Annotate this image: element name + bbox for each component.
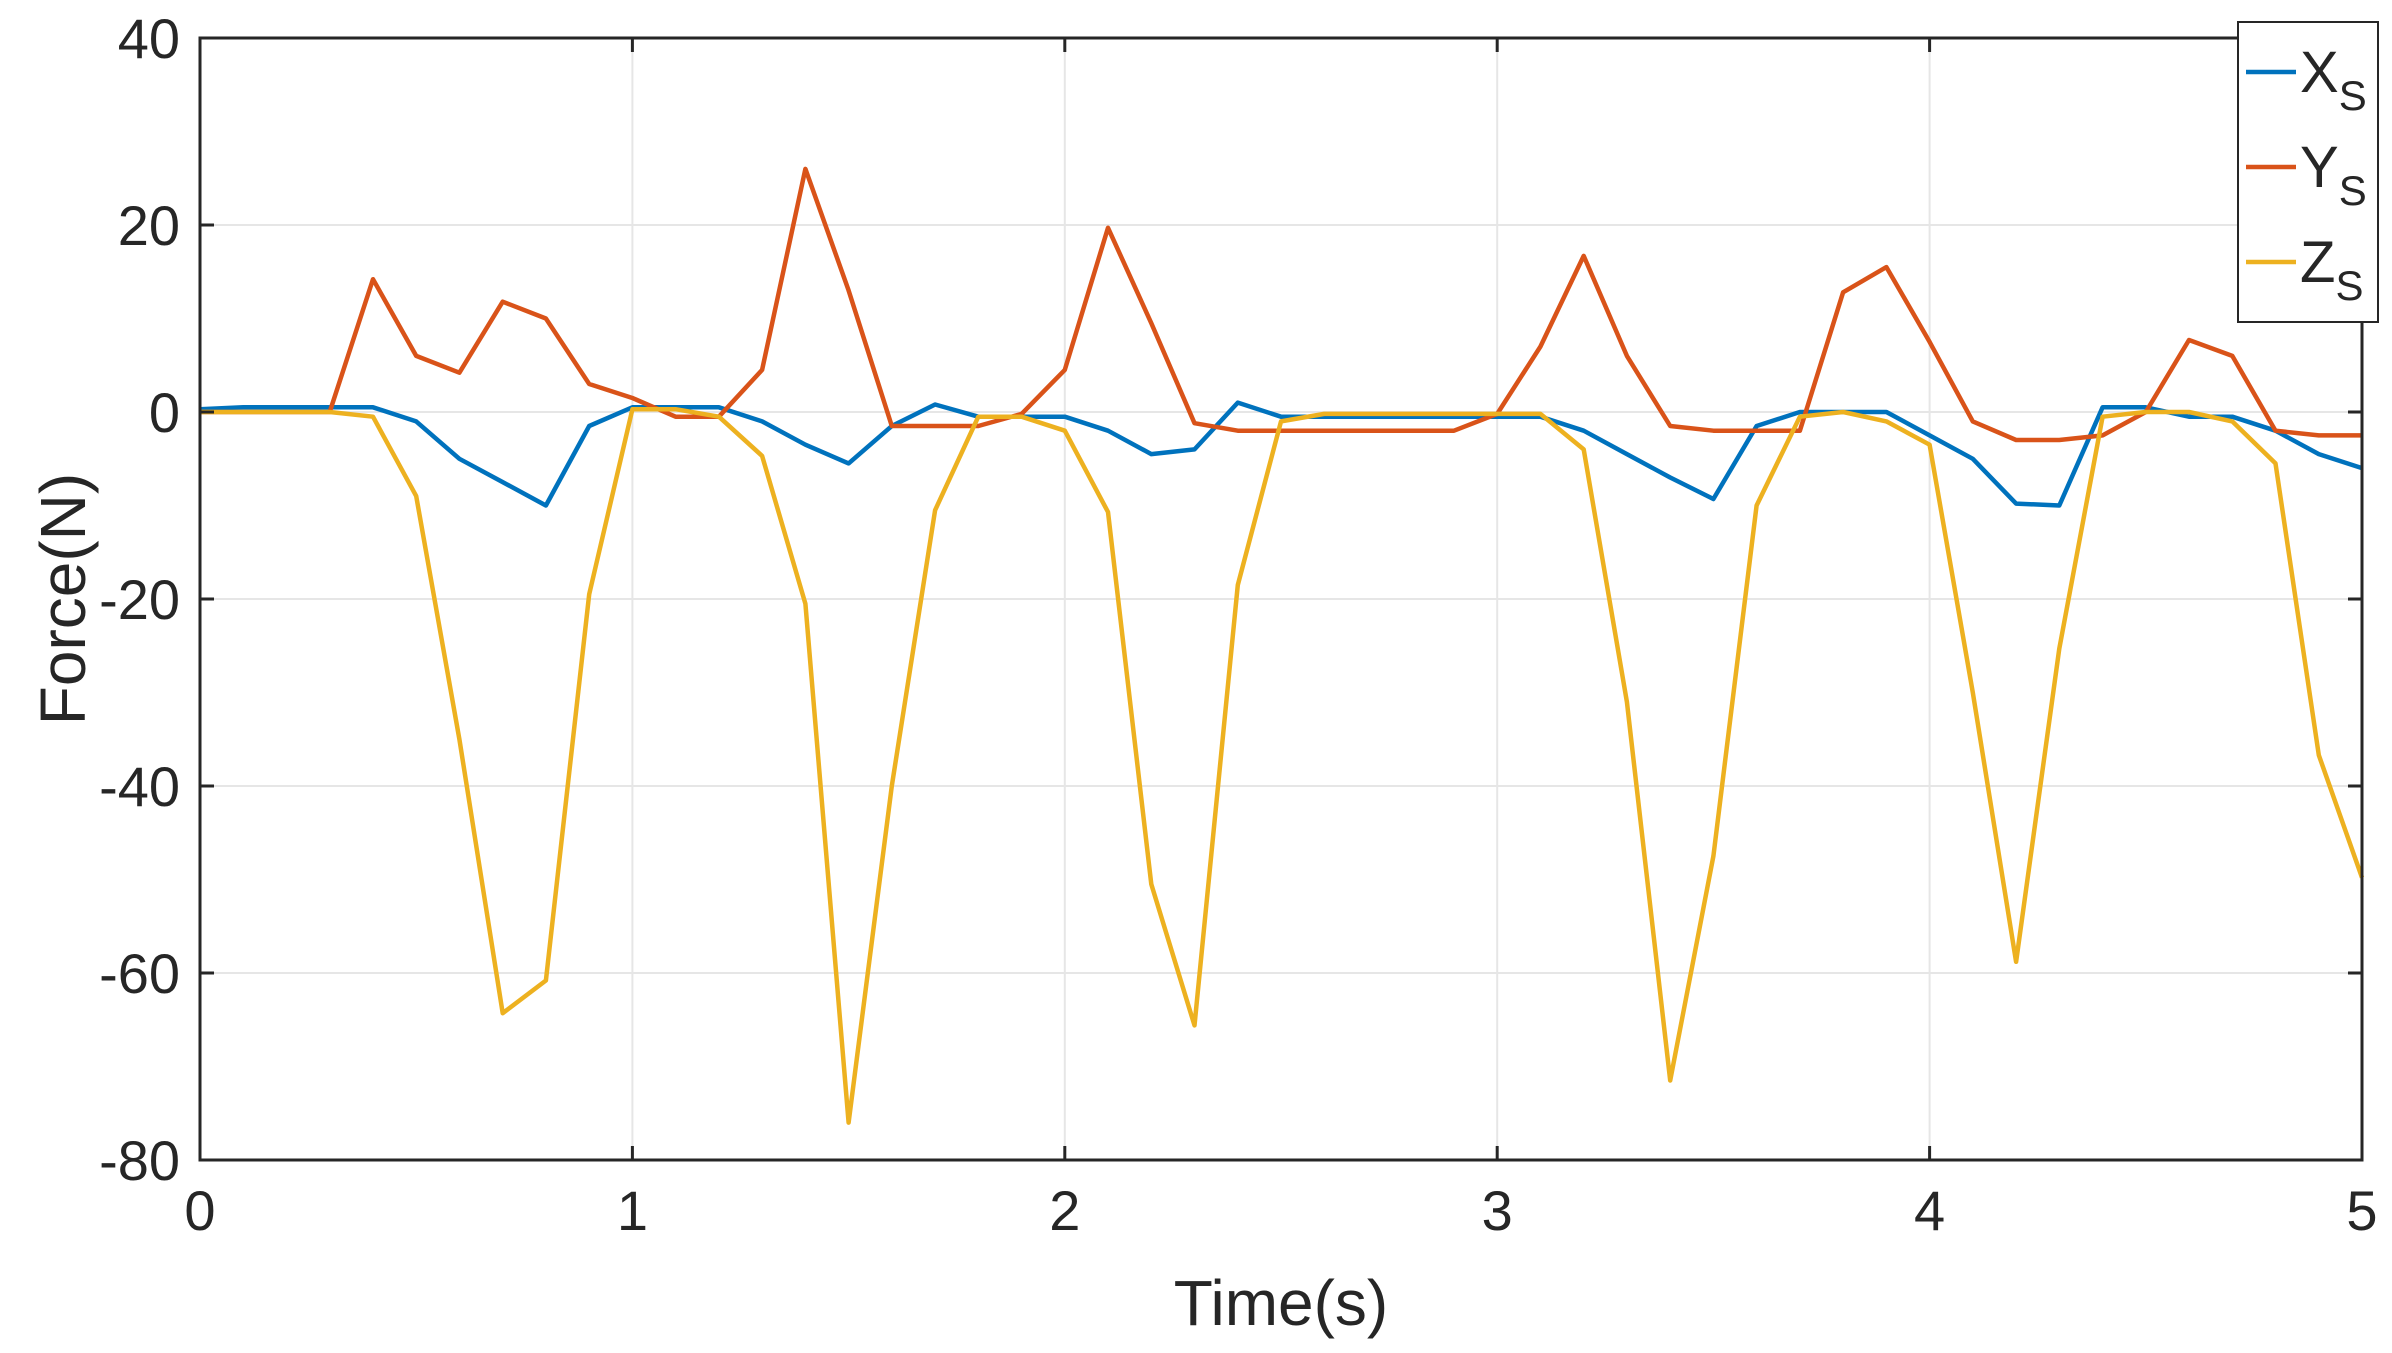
y-tick-label: -20 xyxy=(99,568,180,631)
y-tick-label: -80 xyxy=(99,1129,180,1192)
legend-entry: YS xyxy=(2300,135,2367,214)
legend-entry-name: Z xyxy=(2300,230,2335,295)
y-tick-label: 0 xyxy=(149,381,180,444)
legend-entry-subscript: S xyxy=(2335,262,2363,309)
x-tick-label: 5 xyxy=(2346,1179,2377,1242)
x-axis-label: Time(s) xyxy=(1174,1267,1388,1339)
legend-entry-name: X xyxy=(2300,40,2339,105)
x-tick-label: 3 xyxy=(1482,1179,1513,1242)
legend-entry-subscript: S xyxy=(2339,167,2367,214)
y-tick-label: 20 xyxy=(118,194,180,257)
y-tick-label: 40 xyxy=(118,7,180,70)
axis-ticks: 0 1 2 3 4 5 40 20 0 -20 -40 -60 -80 xyxy=(99,7,2378,1242)
legend-entry: ZS xyxy=(2300,230,2363,309)
y-tick-label: -40 xyxy=(99,755,180,818)
y-tick-label: -60 xyxy=(99,942,180,1005)
x-tick-label: 0 xyxy=(184,1179,215,1242)
series-lines xyxy=(199,166,2365,1125)
legend-entry: XS xyxy=(2300,40,2367,119)
x-tick-label: 2 xyxy=(1049,1179,1080,1242)
x-tick-label: 4 xyxy=(1914,1179,1945,1242)
y-axis-label: Force(N) xyxy=(27,473,99,725)
series-line-x xyxy=(199,400,2363,508)
legend-entry-subscript: S xyxy=(2339,72,2367,119)
series-line-y xyxy=(200,166,2362,443)
legend-entry-name: Y xyxy=(2300,135,2339,200)
series-line-z xyxy=(200,406,2365,1125)
x-tick-label: 1 xyxy=(617,1179,648,1242)
